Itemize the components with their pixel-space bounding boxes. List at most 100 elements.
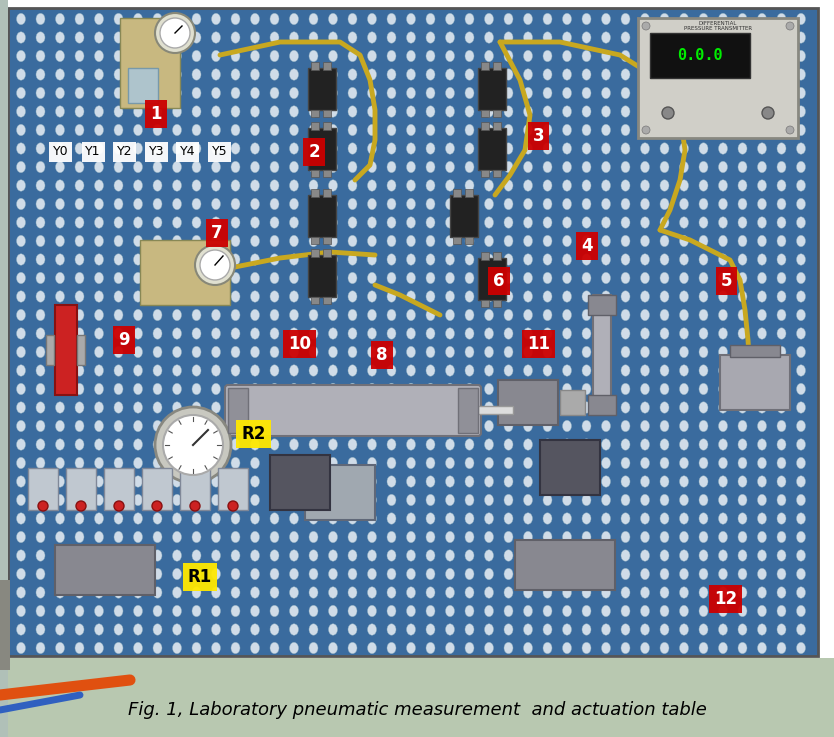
Ellipse shape: [133, 143, 143, 154]
Ellipse shape: [660, 143, 669, 154]
Ellipse shape: [114, 439, 123, 450]
Ellipse shape: [562, 310, 571, 321]
Ellipse shape: [75, 587, 84, 598]
Ellipse shape: [133, 272, 143, 284]
Ellipse shape: [445, 439, 455, 450]
Ellipse shape: [368, 32, 376, 43]
Ellipse shape: [543, 272, 552, 284]
Ellipse shape: [699, 254, 708, 265]
Ellipse shape: [348, 402, 357, 413]
Ellipse shape: [192, 328, 201, 339]
Bar: [311, 297, 319, 304]
Ellipse shape: [173, 198, 182, 210]
Ellipse shape: [133, 365, 143, 376]
Ellipse shape: [231, 457, 240, 469]
Ellipse shape: [719, 254, 727, 265]
Ellipse shape: [289, 217, 299, 228]
Ellipse shape: [94, 383, 103, 395]
Ellipse shape: [192, 624, 201, 635]
Ellipse shape: [562, 180, 571, 191]
Ellipse shape: [406, 568, 415, 580]
Ellipse shape: [309, 605, 318, 617]
Ellipse shape: [133, 439, 143, 450]
Ellipse shape: [621, 624, 630, 635]
Ellipse shape: [36, 87, 45, 99]
Ellipse shape: [562, 365, 571, 376]
Ellipse shape: [562, 291, 571, 302]
Ellipse shape: [406, 457, 415, 469]
Ellipse shape: [309, 32, 318, 43]
Ellipse shape: [329, 420, 338, 432]
Ellipse shape: [445, 310, 455, 321]
Ellipse shape: [75, 87, 84, 99]
Ellipse shape: [212, 217, 220, 228]
Bar: [588, 395, 616, 415]
Ellipse shape: [329, 143, 338, 154]
Ellipse shape: [231, 125, 240, 136]
Ellipse shape: [406, 550, 415, 561]
Ellipse shape: [524, 32, 532, 43]
Ellipse shape: [445, 587, 455, 598]
Ellipse shape: [153, 328, 162, 339]
Ellipse shape: [504, 346, 513, 357]
Ellipse shape: [465, 198, 474, 210]
Ellipse shape: [75, 125, 84, 136]
Ellipse shape: [485, 50, 494, 62]
Ellipse shape: [738, 550, 747, 561]
Ellipse shape: [36, 346, 45, 357]
Ellipse shape: [738, 587, 747, 598]
Ellipse shape: [329, 291, 338, 302]
Ellipse shape: [212, 495, 220, 506]
Ellipse shape: [289, 310, 299, 321]
Ellipse shape: [543, 346, 552, 357]
Ellipse shape: [621, 402, 630, 413]
Ellipse shape: [250, 13, 259, 25]
Ellipse shape: [485, 217, 494, 228]
Ellipse shape: [699, 439, 708, 450]
Ellipse shape: [329, 87, 338, 99]
Ellipse shape: [582, 125, 591, 136]
Ellipse shape: [114, 106, 123, 117]
Ellipse shape: [445, 217, 455, 228]
Ellipse shape: [133, 402, 143, 413]
Ellipse shape: [173, 643, 182, 654]
Ellipse shape: [75, 50, 84, 62]
Ellipse shape: [270, 69, 279, 80]
Ellipse shape: [524, 198, 532, 210]
Ellipse shape: [114, 254, 123, 265]
Ellipse shape: [445, 87, 455, 99]
Ellipse shape: [153, 50, 162, 62]
Ellipse shape: [757, 365, 766, 376]
Ellipse shape: [173, 217, 182, 228]
Ellipse shape: [641, 402, 650, 413]
Ellipse shape: [680, 624, 689, 635]
Ellipse shape: [719, 495, 727, 506]
Ellipse shape: [426, 624, 435, 635]
Ellipse shape: [680, 217, 689, 228]
Ellipse shape: [562, 439, 571, 450]
Ellipse shape: [426, 568, 435, 580]
Ellipse shape: [75, 495, 84, 506]
Ellipse shape: [757, 87, 766, 99]
Ellipse shape: [621, 125, 630, 136]
Ellipse shape: [17, 13, 26, 25]
Ellipse shape: [94, 457, 103, 469]
Ellipse shape: [309, 69, 318, 80]
Ellipse shape: [309, 476, 318, 487]
Ellipse shape: [796, 310, 806, 321]
Ellipse shape: [777, 310, 786, 321]
Ellipse shape: [94, 568, 103, 580]
Ellipse shape: [289, 13, 299, 25]
Ellipse shape: [601, 476, 610, 487]
Ellipse shape: [504, 161, 513, 172]
Ellipse shape: [56, 643, 64, 654]
Bar: [493, 252, 501, 260]
Ellipse shape: [445, 531, 455, 542]
Bar: [458, 388, 478, 433]
Bar: [515, 540, 615, 590]
Ellipse shape: [348, 217, 357, 228]
Ellipse shape: [133, 328, 143, 339]
Ellipse shape: [114, 383, 123, 395]
Ellipse shape: [348, 310, 357, 321]
Ellipse shape: [680, 587, 689, 598]
